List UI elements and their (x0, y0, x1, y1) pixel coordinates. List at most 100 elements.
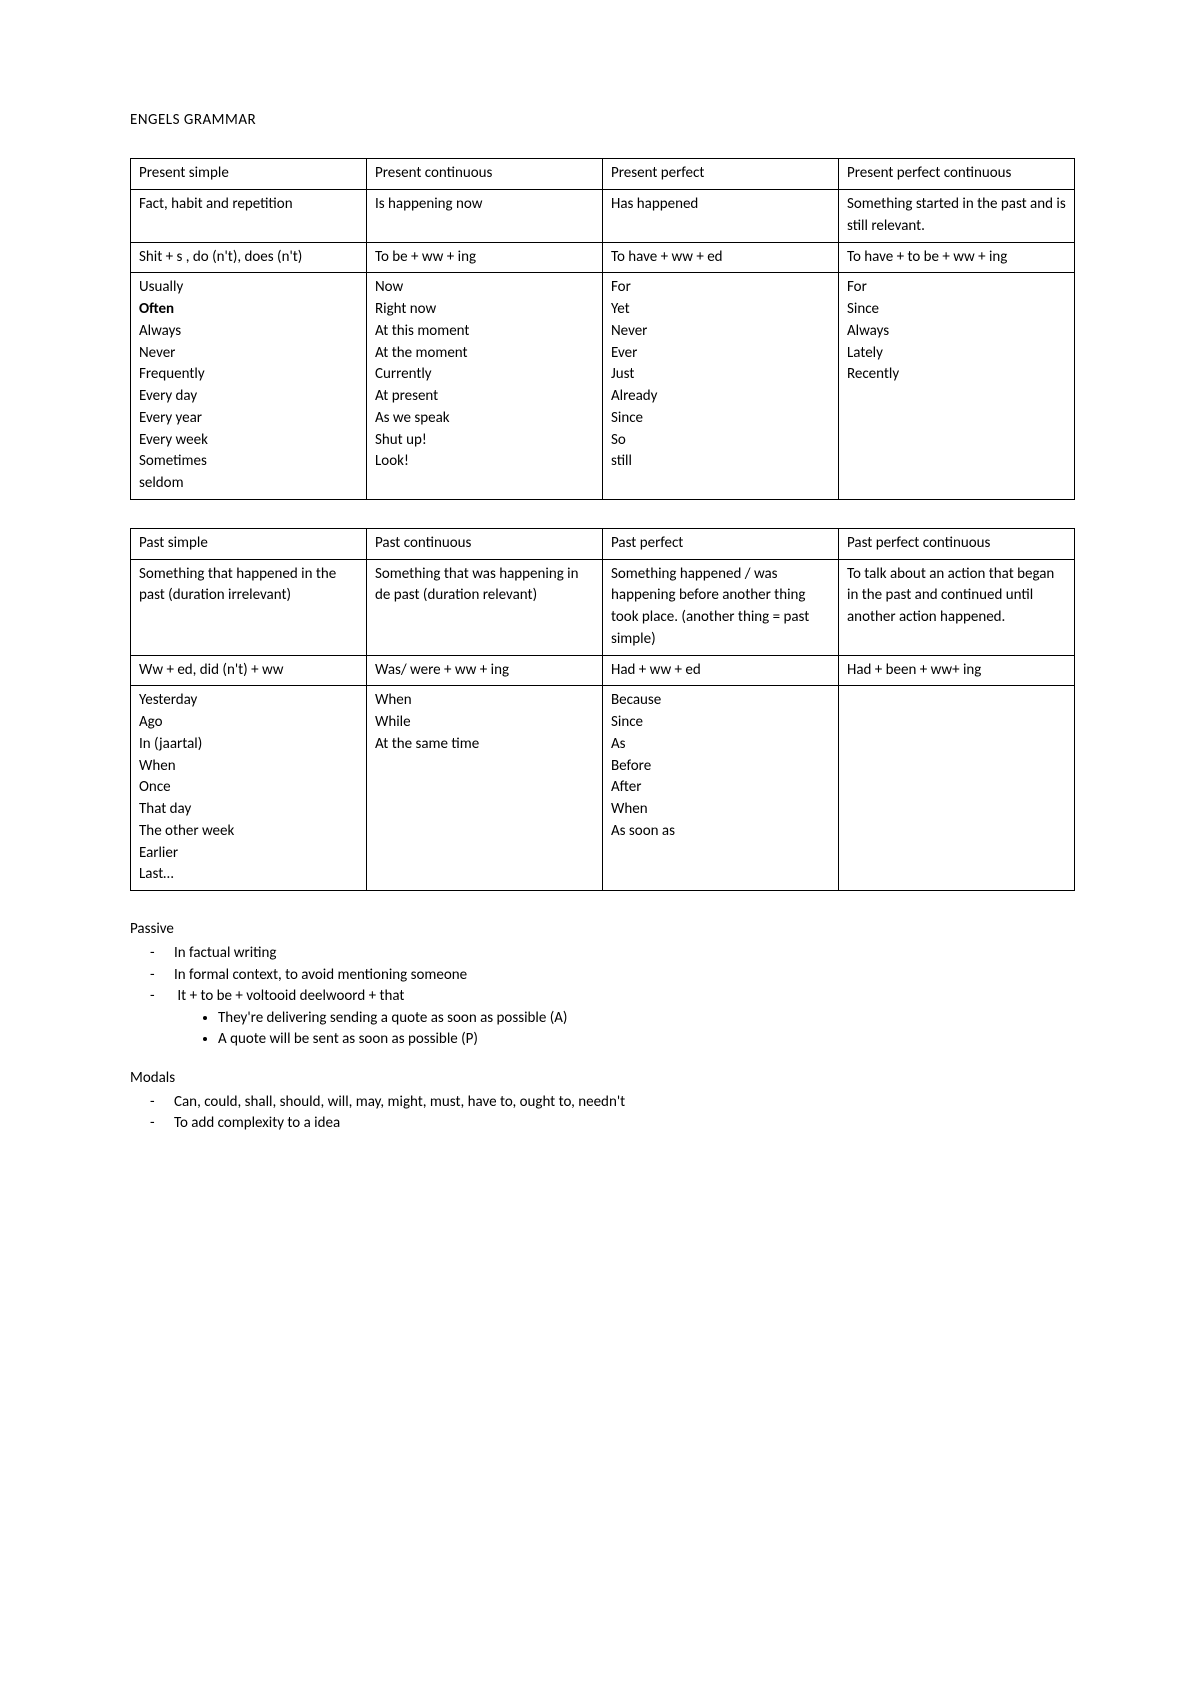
form-cell: Ww + ed, did (n't) + ww (131, 655, 367, 686)
adverb-list: WhenWhileAt the same time (375, 690, 594, 755)
adverb-item: Always (847, 321, 1066, 343)
adverb-item: Never (139, 343, 358, 365)
adverbs-cell: BecauseSinceAsBeforeAfterWhenAs soon as (603, 686, 839, 891)
list-item: In formal context, to avoid mentioning s… (174, 965, 1075, 985)
adverb-item: Every year (139, 408, 358, 430)
adverb-item: Just (611, 364, 830, 386)
page-title: ENGELS GRAMMAR (130, 110, 1075, 130)
adverb-item: At this moment (375, 321, 594, 343)
adverb-item: Every week (139, 430, 358, 452)
table-row: Present simple Present continuous Presen… (131, 159, 1075, 190)
adverb-item: Right now (375, 299, 594, 321)
adverbs-cell: UsuallyOftenAlwaysNeverFrequentlyEvery d… (131, 273, 367, 500)
description-cell: To talk about an action that began in th… (839, 559, 1075, 655)
adverb-item: Before (611, 756, 830, 778)
form-cell: Shit + s , do (n't), does (n't) (131, 242, 367, 273)
adverb-item: So (611, 430, 830, 452)
adverb-item: Lately (847, 343, 1066, 365)
description-cell: Something that happened in the past (dur… (131, 559, 367, 655)
adverb-item: Already (611, 386, 830, 408)
adverb-list: ForYetNeverEverJustAlreadySinceSostill (611, 277, 830, 473)
adverb-item: Currently (375, 364, 594, 386)
description-cell: Is happening now (367, 190, 603, 243)
adverb-item: Since (611, 408, 830, 430)
list-item: Can, could, shall, should, will, may, mi… (174, 1092, 1075, 1112)
adverb-item: After (611, 777, 830, 799)
table-row: Something that happened in the past (dur… (131, 559, 1075, 655)
adverb-item: As we speak (375, 408, 594, 430)
modals-list: Can, could, shall, should, will, may, mi… (130, 1092, 1075, 1134)
description-cell: Something started in the past and is sti… (839, 190, 1075, 243)
adverb-item: As soon as (611, 821, 830, 843)
adverb-item: When (375, 690, 594, 712)
adverb-item: Yesterday (139, 690, 358, 712)
description-cell: Has happened (603, 190, 839, 243)
adverb-list: UsuallyOftenAlwaysNeverFrequentlyEvery d… (139, 277, 358, 495)
adverb-item: Once (139, 777, 358, 799)
adverb-list: YesterdayAgoIn (jaartal)WhenOnceThat day… (139, 690, 358, 886)
passive-heading: Passive (130, 919, 1075, 939)
adverb-item: Every day (139, 386, 358, 408)
adverb-item: Earlier (139, 843, 358, 865)
adverb-item: At present (375, 386, 594, 408)
form-cell: Was/ were + ww + ing (367, 655, 603, 686)
adverb-item: That day (139, 799, 358, 821)
adverb-item: While (375, 712, 594, 734)
form-cell: To be + ww + ing (367, 242, 603, 273)
list-item: They're delivering sending a quote as so… (218, 1008, 1075, 1028)
list-item: It + to be + voltooid deelwoord + that T… (174, 986, 1075, 1050)
header-cell: Past continuous (367, 528, 603, 559)
adverb-item: Often (139, 299, 358, 321)
list-item: To add complexity to a idea (174, 1113, 1075, 1133)
adverb-list: BecauseSinceAsBeforeAfterWhenAs soon as (611, 690, 830, 842)
adverb-item: Ever (611, 343, 830, 365)
adverb-item: When (611, 799, 830, 821)
present-tenses-table: Present simple Present continuous Presen… (130, 158, 1075, 500)
adverb-list: ForSinceAlwaysLatelyRecently (847, 277, 1066, 386)
header-cell: Present simple (131, 159, 367, 190)
table-row: YesterdayAgoIn (jaartal)WhenOnceThat day… (131, 686, 1075, 891)
adverb-item: Last… (139, 864, 358, 886)
form-cell: To have + to be + ww + ing (839, 242, 1075, 273)
adverb-item: Shut up! (375, 430, 594, 452)
header-cell: Present continuous (367, 159, 603, 190)
adverb-item: Always (139, 321, 358, 343)
adverb-item: As (611, 734, 830, 756)
table-row: Past simple Past continuous Past perfect… (131, 528, 1075, 559)
header-cell: Present perfect continuous (839, 159, 1075, 190)
description-cell: Something happened / was happening befor… (603, 559, 839, 655)
adverb-item: At the same time (375, 734, 594, 756)
modals-heading: Modals (130, 1068, 1075, 1088)
adverb-item: Ago (139, 712, 358, 734)
adverb-item: The other week (139, 821, 358, 843)
adverb-item: Never (611, 321, 830, 343)
description-cell: Something that was happening in de past … (367, 559, 603, 655)
adverbs-cell: WhenWhileAt the same time (367, 686, 603, 891)
form-cell: Had + been + ww+ ing (839, 655, 1075, 686)
adverb-item: When (139, 756, 358, 778)
adverb-item: still (611, 451, 830, 473)
adverb-item: Since (847, 299, 1066, 321)
table-row: Shit + s , do (n't), does (n't) To be + … (131, 242, 1075, 273)
adverb-item: Frequently (139, 364, 358, 386)
adverb-item: Sometimes (139, 451, 358, 473)
form-cell: To have + ww + ed (603, 242, 839, 273)
adverbs-cell: YesterdayAgoIn (jaartal)WhenOnceThat day… (131, 686, 367, 891)
form-cell: Had + ww + ed (603, 655, 839, 686)
adverb-item: For (611, 277, 830, 299)
description-cell: Fact, habit and repetition (131, 190, 367, 243)
passive-list: In factual writing In formal context, to… (130, 943, 1075, 1049)
adverb-item: In (jaartal) (139, 734, 358, 756)
adverb-item: Look! (375, 451, 594, 473)
adverb-item: Usually (139, 277, 358, 299)
adverb-item: Since (611, 712, 830, 734)
adverb-item: Because (611, 690, 830, 712)
passive-sublist: They're delivering sending a quote as so… (174, 1008, 1075, 1050)
list-item: A quote will be sent as soon as possible… (218, 1029, 1075, 1049)
header-cell: Past simple (131, 528, 367, 559)
header-cell: Past perfect (603, 528, 839, 559)
adverb-item: At the moment (375, 343, 594, 365)
header-cell: Present perfect (603, 159, 839, 190)
table-row: Ww + ed, did (n't) + ww Was/ were + ww +… (131, 655, 1075, 686)
adverbs-cell: ForSinceAlwaysLatelyRecently (839, 273, 1075, 500)
